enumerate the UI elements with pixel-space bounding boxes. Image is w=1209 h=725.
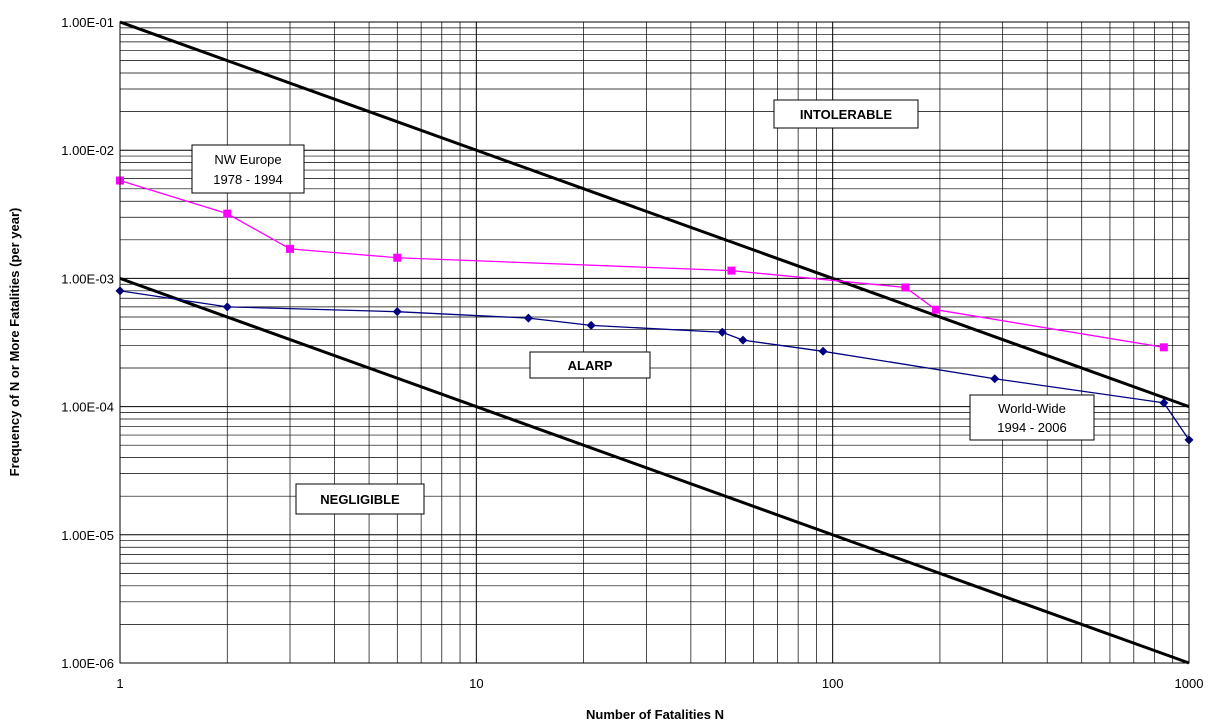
criterion-lines (119, 20, 1190, 665)
world-wide-label-line1: World-Wide (998, 401, 1066, 416)
data-series (115, 176, 1194, 445)
nw-europe-point (393, 253, 402, 262)
nw-europe-label-line1: NW Europe (214, 152, 281, 167)
x-tick-label: 1000 (1175, 676, 1204, 691)
y-tick-label: 1.00E-01 (61, 15, 114, 30)
world-wide-label-box: World-Wide 1994 - 2006 (969, 394, 1095, 441)
world-wide-point (990, 374, 1000, 384)
y-tick-label: 1.00E-03 (61, 271, 114, 286)
world-wide-point (738, 335, 748, 345)
nw-europe-label-box: NW Europe 1978 - 1994 (191, 144, 305, 194)
upper-criterion-line (119, 20, 1190, 409)
x-tick-label: 1 (116, 676, 123, 691)
axis-tick-labels: 1 10 100 1000 1.00E-06 1.00E-05 1.00E-04 1.00E-… (61, 15, 1203, 691)
nw-europe-point (932, 305, 941, 314)
nw-europe-point (286, 244, 295, 253)
intolerable-label: INTOLERABLE (800, 107, 893, 122)
negligible-label-box: NEGLIGIBLE (295, 483, 425, 515)
alarp-label: ALARP (568, 358, 613, 373)
minor-gridlines (120, 22, 1189, 663)
plot-area-frame (119, 21, 1190, 664)
y-tick-label: 1.00E-05 (61, 528, 114, 543)
nw-europe-label-line2: 1978 - 1994 (213, 172, 282, 187)
alarp-label-box: ALARP (529, 351, 651, 379)
nw-europe-point (727, 266, 736, 275)
intolerable-label-box: INTOLERABLE (773, 99, 919, 129)
x-axis-title: Number of Fatalities N (586, 707, 724, 722)
world-wide-point (392, 307, 402, 317)
nw-europe-point (1159, 343, 1168, 352)
negligible-label: NEGLIGIBLE (320, 492, 400, 507)
y-tick-label: 1.00E-02 (61, 143, 114, 158)
y-tick-label: 1.00E-04 (61, 400, 114, 415)
x-tick-label: 10 (469, 676, 483, 691)
nw-europe-point (223, 209, 232, 218)
x-tick-label: 100 (822, 676, 844, 691)
world-wide-point (523, 313, 533, 323)
y-tick-label: 1.00E-06 (61, 656, 114, 671)
nw-europe-point (901, 283, 910, 292)
nw-europe-series-line (119, 179, 1164, 348)
world-wide-point (717, 327, 727, 337)
world-wide-point (222, 302, 232, 312)
world-wide-point (586, 320, 596, 330)
lower-criterion-line (119, 276, 1190, 665)
world-wide-point (1159, 398, 1169, 408)
world-wide-label-line2: 1994 - 2006 (997, 420, 1066, 435)
y-axis-title: Frequency of N or More Fatalities (per y… (7, 208, 22, 477)
world-wide-point (818, 346, 828, 356)
